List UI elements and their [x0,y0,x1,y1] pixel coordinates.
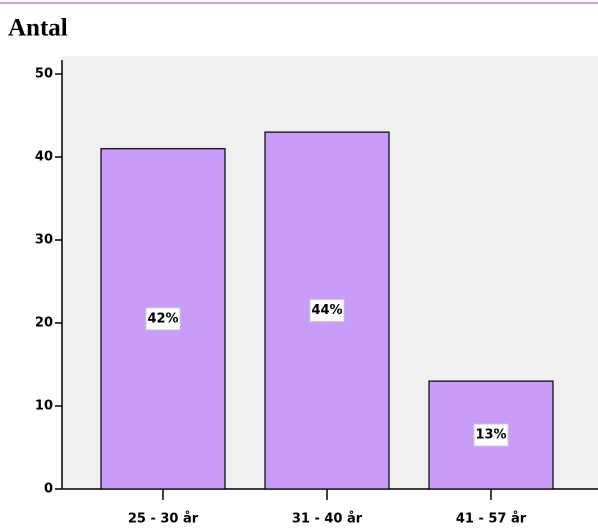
y-tick-label: 20 [35,316,53,331]
label-box [145,307,181,331]
label-box [473,423,509,447]
label-box [309,299,345,323]
y-tick-label: 0 [44,482,53,497]
x-tick-label: 31 - 40 år [292,512,363,527]
x-tick-label: 41 - 57 år [456,512,527,527]
y-tick-label: 10 [35,399,53,414]
percent-label: 44% [311,303,342,318]
y-tick-label: 40 [35,150,53,165]
y-tick-label: 30 [35,233,53,248]
y-tick-label: 50 [35,67,53,82]
chart-title: Antal [8,15,68,42]
x-tick-label: 25 - 30 år [128,512,199,527]
percent-label: 42% [147,311,178,326]
top-rule [0,2,598,4]
percent-label: 13% [475,428,506,443]
